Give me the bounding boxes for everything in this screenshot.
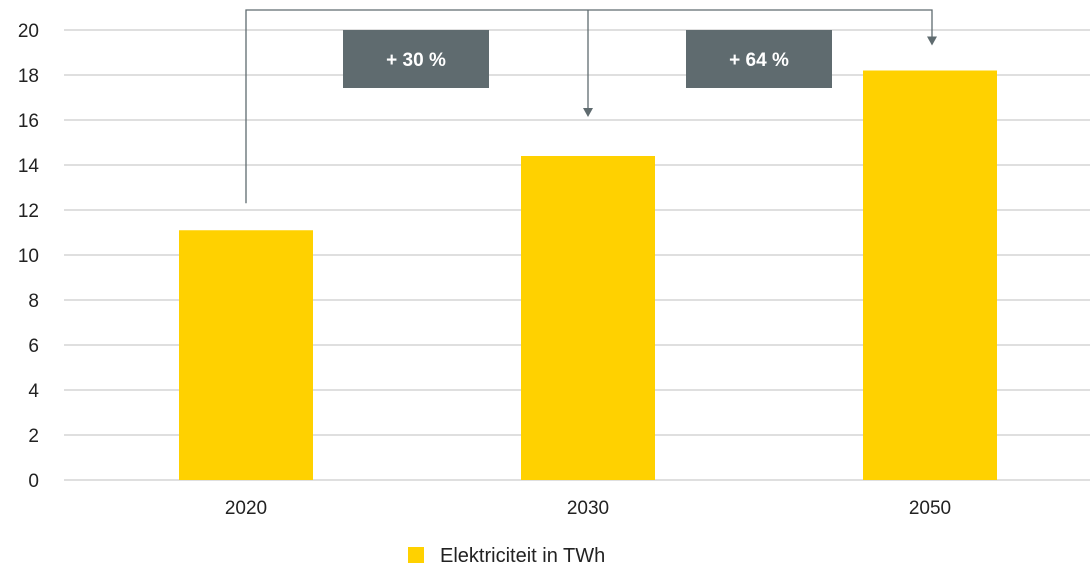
bar-2030 [521, 156, 655, 480]
callout-label: + 64 % [729, 50, 789, 71]
y-tick-label: 18 [18, 66, 39, 87]
y-tick-label: 16 [18, 111, 39, 132]
legend-swatch [408, 547, 424, 563]
y-tick-label: 4 [28, 381, 39, 402]
x-tick-label: 2020 [225, 498, 267, 519]
y-tick-label: 6 [28, 336, 39, 357]
x-tick-label: 2030 [567, 498, 609, 519]
legend-label: Elektriciteit in TWh [440, 545, 605, 567]
y-tick-label: 14 [18, 156, 40, 177]
bar-2050 [863, 70, 997, 480]
bracket-line [245, 9, 933, 204]
bars [179, 70, 997, 480]
y-tick-label: 0 [28, 471, 39, 492]
y-tick-label: 20 [18, 21, 39, 42]
bar-2020 [179, 230, 313, 480]
arrow-head-2030 [583, 108, 593, 117]
callout-box [343, 30, 489, 88]
y-tick-label: 8 [28, 291, 39, 312]
y-tick-label: 2 [28, 426, 39, 447]
y-tick-label: 12 [18, 201, 39, 222]
x-tick-label: 2050 [909, 498, 951, 519]
arrow-head-2050 [927, 36, 937, 46]
y-axis: 0 2 4 6 8 10 12 14 16 18 20 [18, 21, 40, 492]
growth-annotations: + 30 % + 64 % [245, 9, 937, 204]
callout-label: + 30 % [386, 50, 446, 71]
x-axis: 2020 2030 2050 [225, 498, 951, 519]
callout-box [686, 30, 832, 88]
legend: Elektriciteit in TWh [408, 545, 605, 567]
y-tick-label: 10 [18, 246, 39, 267]
